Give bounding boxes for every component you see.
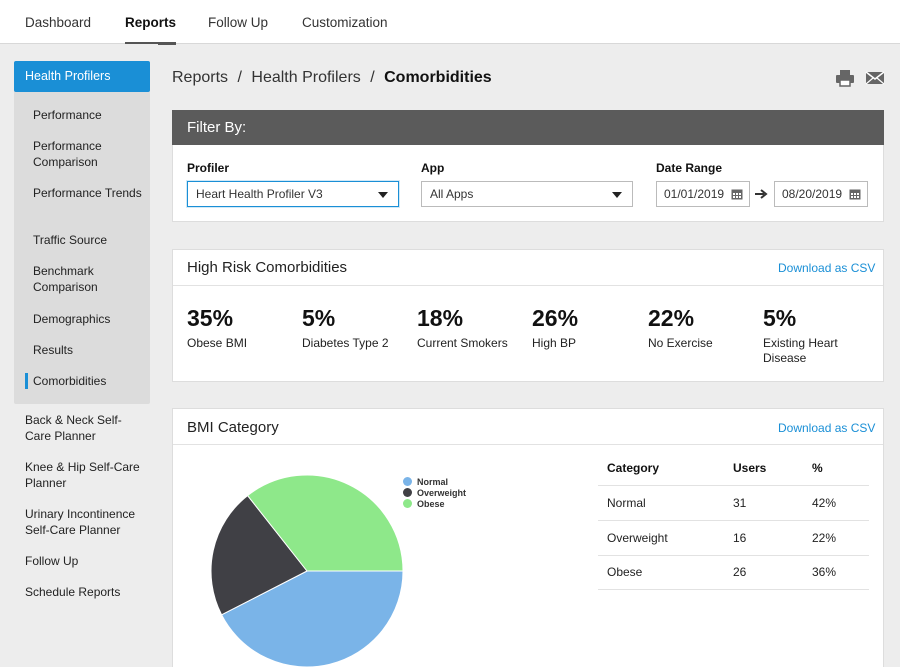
legend-label-obese: Obese: [417, 499, 445, 509]
table-cell-category: Obese: [607, 565, 643, 579]
legend-label-overweight: Overweight: [417, 488, 467, 498]
date-to-value: 08/20/2019: [782, 187, 843, 201]
app-label: App: [421, 161, 445, 175]
breadcrumb-reports[interactable]: Reports: [172, 69, 229, 86]
date-from-field[interactable]: 01/01/2019: [656, 181, 750, 207]
calendar-icon: [849, 189, 861, 200]
comorbidities-panel: [172, 249, 884, 382]
profiler-label: Profiler: [187, 161, 230, 175]
pie-slice-obese: [246, 474, 404, 572]
table-divider: [598, 555, 869, 556]
stat-value: 18%: [417, 305, 464, 331]
date-from-value: 01/01/2019: [664, 187, 725, 201]
sidebar-item-comorbidities[interactable]: Comorbidities: [25, 373, 143, 389]
table-cell-category: Overweight: [607, 531, 668, 545]
sidebar-item-traffic-source[interactable]: Traffic Source: [33, 233, 108, 247]
sidebar-item-urinary-incontinence-planner[interactable]: Urinary Incontinence Self-Care Planner: [25, 507, 136, 537]
filter-header: Filter By:: [172, 110, 884, 145]
breadcrumb: Reports / Health Profilers / Comorbiditi…: [172, 69, 492, 87]
profiler-select-value: Heart Health Profiler V3: [196, 187, 323, 201]
table-cell-users: 31: [733, 496, 747, 510]
table-cell-category: Normal: [607, 496, 646, 510]
stat-value: 35%: [187, 305, 234, 331]
sidebar-item-performance-trends[interactable]: Performance Trends: [33, 186, 142, 200]
legend-swatch-obese: [403, 499, 412, 508]
bmi-pie-chart: [210, 474, 404, 667]
table-cell-users: 16: [733, 531, 747, 545]
chevron-down-icon: [378, 192, 388, 198]
breadcrumb-current: Comorbidities: [384, 69, 492, 86]
tab-dashboard[interactable]: Dashboard: [25, 15, 92, 30]
pie-slice-overweight: [210, 494, 308, 616]
sidebar-item-demographics[interactable]: Demographics: [33, 312, 111, 326]
legend-swatch-overweight: [403, 488, 412, 497]
stat-value: 26%: [532, 305, 579, 331]
stat-label: Obese BMI: [187, 336, 248, 350]
pie-slice-normal: [220, 570, 404, 667]
stat-value: 22%: [648, 305, 695, 331]
tab-customization[interactable]: Customization: [302, 15, 388, 30]
breadcrumb-health-profilers[interactable]: Health Profilers: [251, 69, 361, 86]
date-range-label: Date Range: [656, 161, 723, 175]
download-csv-link[interactable]: Download as CSV: [778, 421, 876, 435]
comorbidities-title: High Risk Comorbidities: [187, 259, 348, 276]
stat-label: Current Smokers: [417, 336, 508, 350]
sidebar-item-back-neck-planner[interactable]: Back & Neck Self-Care Planner: [25, 413, 122, 443]
sidebar-item-performance-comparison[interactable]: Performance Comparison: [33, 139, 102, 169]
arrow-right-icon: [755, 189, 768, 199]
sidebar-item-knee-hip-planner[interactable]: Knee & Hip Self-Care Planner: [25, 460, 140, 490]
divider: [173, 285, 883, 286]
table-cell-percent: 36%: [812, 565, 837, 579]
app-select-value: All Apps: [430, 187, 474, 201]
table-cell-users: 26: [733, 565, 747, 579]
print-icon[interactable]: [835, 68, 855, 88]
stat-label: Diabetes Type 2: [302, 336, 389, 350]
table-header-percent: %: [812, 461, 823, 475]
app-select[interactable]: All Apps: [421, 181, 633, 207]
legend-swatch-normal: [403, 477, 412, 486]
stat-label: No Exercise: [648, 336, 713, 350]
stat-label: High BP: [532, 336, 577, 350]
sidebar: Health Profilers Performance Performance…: [0, 44, 158, 667]
table-cell-percent: 22%: [812, 531, 837, 545]
tab-follow-up[interactable]: Follow Up: [208, 15, 269, 30]
email-icon[interactable]: [865, 68, 885, 88]
sidebar-item-schedule-reports[interactable]: Schedule Reports: [25, 585, 121, 599]
calendar-icon: [731, 189, 743, 200]
table-header-users: Users: [733, 461, 767, 475]
date-to-field[interactable]: 08/20/2019: [774, 181, 868, 207]
sidebar-item-results[interactable]: Results: [33, 343, 74, 357]
breadcrumb-separator: /: [237, 69, 242, 86]
table-header-category: Category: [607, 461, 660, 475]
table-cell-percent: 42%: [812, 496, 837, 510]
sidebar-item-follow-up[interactable]: Follow Up: [25, 554, 79, 568]
profiler-select[interactable]: Heart Health Profiler V3: [187, 181, 399, 207]
download-csv-link[interactable]: Download as CSV: [778, 261, 876, 275]
top-navigation: Dashboard Reports Follow Up Customizatio…: [0, 0, 900, 45]
stat-value: 5%: [302, 305, 336, 331]
tab-reports[interactable]: Reports: [125, 0, 177, 45]
chevron-down-icon: [612, 192, 622, 198]
table-divider: [598, 589, 869, 590]
sidebar-item-performance[interactable]: Performance: [33, 108, 102, 122]
sidebar-item-health-profilers[interactable]: Health Profilers: [14, 61, 150, 92]
breadcrumb-separator: /: [370, 69, 375, 86]
bmi-title: BMI Category: [187, 419, 279, 436]
table-divider: [598, 520, 869, 521]
stat-value: 5%: [763, 305, 797, 331]
stat-label: Existing Heart Disease: [763, 336, 838, 365]
sidebar-group-health-profilers: [14, 62, 150, 404]
sidebar-item-benchmark-comparison[interactable]: Benchmark Comparison: [33, 264, 98, 294]
legend-label-normal: Normal: [417, 477, 449, 487]
table-divider: [598, 485, 869, 486]
divider: [173, 444, 883, 445]
